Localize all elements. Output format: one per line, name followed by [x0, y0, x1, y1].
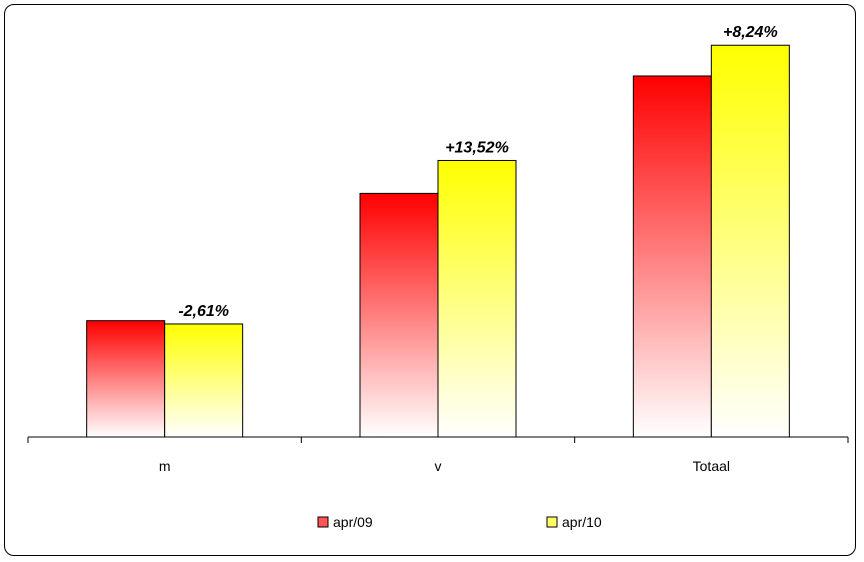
legend-swatch: [317, 516, 329, 528]
legend: apr/09 apr/10: [317, 514, 602, 530]
category-label: Totaal: [693, 458, 730, 474]
change-percentage-label: +8,24%: [723, 24, 778, 41]
legend-label: apr/10: [562, 514, 602, 530]
bar-apr10-totaal: [710, 44, 790, 438]
bar-apr09-v: [359, 192, 439, 438]
change-percentage-label: -2,61%: [178, 303, 229, 320]
percentage-labels: -2,61% +13,52% +8,24%: [178, 24, 777, 320]
bar-apr09-m: [86, 320, 166, 438]
x-axis-ticks: [27, 437, 849, 443]
category-labels: m v Totaal: [159, 458, 730, 474]
bars-group: [86, 44, 790, 438]
bar-apr10-m: [164, 323, 244, 438]
category-label: v: [435, 458, 442, 474]
legend-label: apr/09: [333, 514, 373, 530]
category-label: m: [159, 458, 171, 474]
legend-swatch: [546, 516, 558, 528]
bar-apr09-totaal: [632, 75, 712, 438]
change-percentage-label: +13,52%: [445, 139, 509, 156]
bar-apr10-v: [437, 159, 517, 438]
